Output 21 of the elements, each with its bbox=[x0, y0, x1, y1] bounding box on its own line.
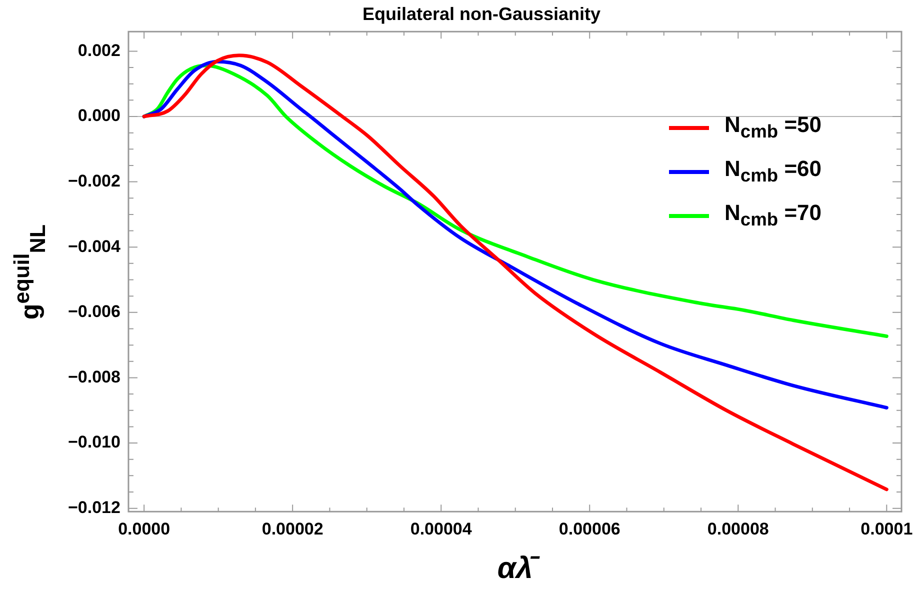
x-tick-label: 0.00008 bbox=[707, 519, 769, 538]
legend-label: N$_{cmb}$ =60 bbox=[724, 156, 822, 187]
y-tick-label: −0.006 bbox=[68, 302, 120, 322]
legend-label: N$_{cmb}$ =70 bbox=[724, 200, 822, 231]
y-tick-label: −0.008 bbox=[68, 367, 120, 386]
x-tick-label: 0.0000 bbox=[118, 519, 170, 538]
y-tick-label: −0.004 bbox=[68, 236, 121, 256]
y-tick-label: −0.002 bbox=[68, 171, 120, 190]
x-tick-label: 0.00006 bbox=[558, 519, 620, 538]
line-series bbox=[142, 60, 888, 410]
chart-title: Equilateral non-Gaussianity bbox=[362, 4, 601, 24]
legend-label: N$_{cmb}$ =50 bbox=[724, 112, 822, 143]
line-series bbox=[142, 64, 888, 338]
y-tick-label: 0.002 bbox=[78, 40, 120, 60]
y-tick-label: −0.012 bbox=[68, 498, 120, 518]
x-tick-label: 0.00004 bbox=[410, 519, 472, 538]
x-tick-label: 0.0001 bbox=[860, 519, 913, 538]
line-series bbox=[142, 54, 888, 492]
y-tick-label: 0.000 bbox=[78, 106, 120, 126]
y-tick-label: −0.010 bbox=[68, 432, 120, 452]
x-tick-label: 0.00002 bbox=[262, 519, 324, 538]
